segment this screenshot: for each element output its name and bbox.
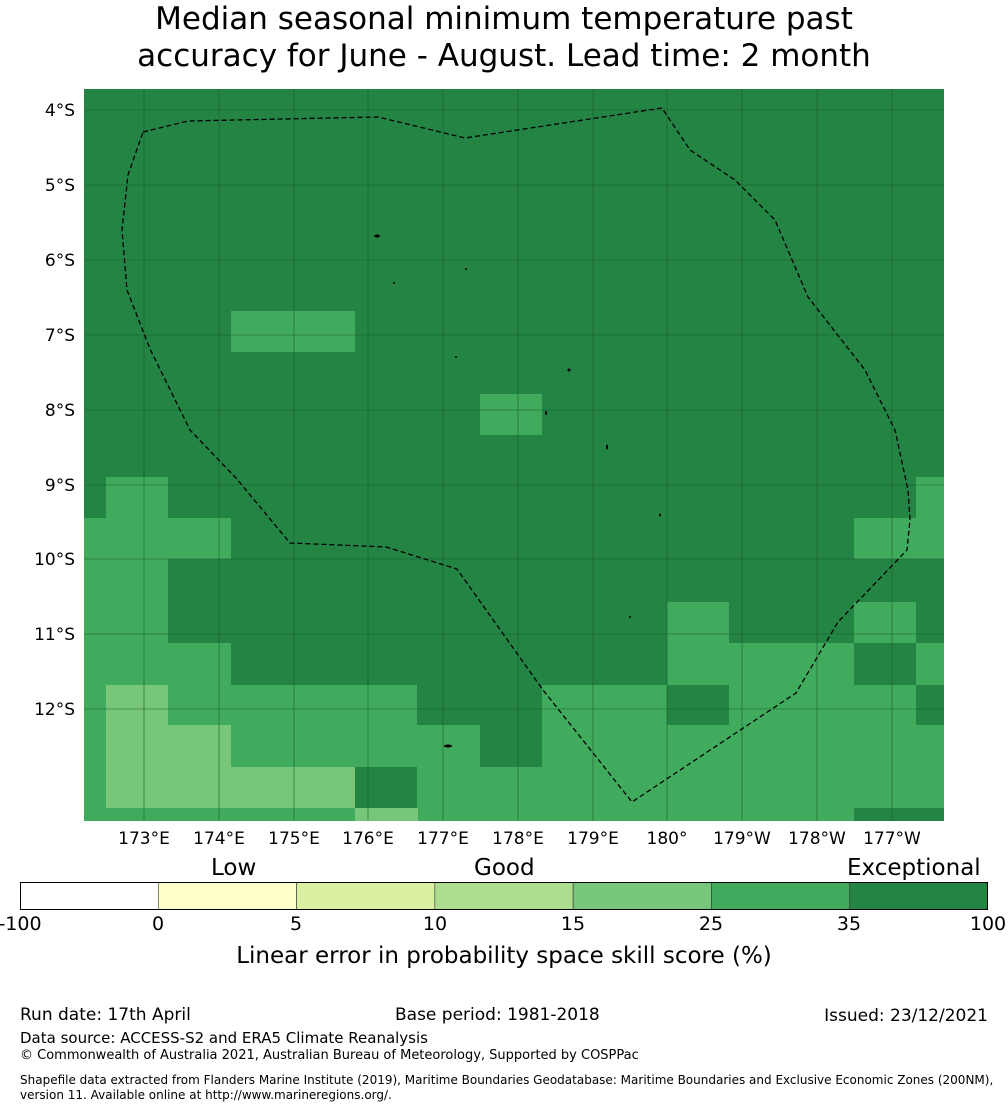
lon-label: 178°W: [788, 829, 846, 849]
cell-very-good: [168, 643, 231, 685]
island: [393, 282, 395, 284]
cell-very-good: [480, 394, 542, 435]
colorbar-tick-10: 10: [422, 913, 448, 935]
map-title-line-2: accuracy for June - August. Lead time: 2…: [137, 38, 871, 74]
colorbar-tick-0: 0: [151, 913, 165, 935]
cell-very-good: [729, 685, 916, 725]
eez-boundary: [121, 107, 911, 803]
base-period: Base period: 1981-2018: [395, 1005, 600, 1025]
colorbar-tick-15: 15: [560, 913, 586, 935]
colorbar-label: Linear error in probability space skill …: [236, 943, 772, 969]
cell-very-good: [916, 643, 944, 685]
island: [659, 513, 661, 517]
cell-very-good: [84, 808, 355, 821]
colorbar-segment: [849, 882, 988, 910]
colorbar-segment: [711, 882, 851, 910]
cell-very-good: [854, 602, 916, 643]
colorbar-tick-35: 35: [836, 913, 862, 935]
map-title-line-1: Median seasonal minimum temperature past: [155, 1, 853, 37]
cell-good: [168, 725, 231, 808]
cell-good: [106, 685, 168, 808]
shapefile-credit-line-2: version 11. Available online at http://w…: [20, 1088, 392, 1102]
colorbar-tick-100: 100: [969, 913, 1007, 935]
run-date: Run date: 17th April: [20, 1005, 191, 1025]
skill-score-map: 4°S 5°S 6°S 7°S 8°S 9°S 10°S 11°S 12°S 173°E 174°…: [34, 89, 944, 849]
lon-label: 175°E: [268, 829, 320, 849]
legend-category-good: Good: [474, 855, 535, 881]
island: [545, 411, 547, 415]
lon-label: 179°E: [567, 829, 619, 849]
cell-good: [355, 808, 418, 821]
lat-label: 8°S: [45, 401, 75, 421]
cell-very-good: [916, 725, 944, 808]
island: [606, 444, 608, 450]
lon-label: 176°E: [342, 829, 394, 849]
island: [629, 616, 631, 618]
colorbar-segment: [157, 882, 297, 910]
cell-very-good: [854, 518, 916, 559]
data-source: Data source: ACCESS-S2 and ERA5 Climate …: [20, 1029, 428, 1047]
cell-very-good: [231, 725, 417, 767]
legend-category-low: Low: [211, 855, 257, 881]
latitude-labels: 4°S 5°S 6°S 7°S 8°S 9°S 10°S 11°S 12°S: [34, 101, 75, 720]
cell-very-good: [84, 518, 231, 559]
lat-label: 10°S: [34, 550, 75, 570]
lat-label: 11°S: [34, 625, 75, 645]
island: [567, 368, 571, 372]
cell-very-good: [542, 685, 667, 821]
lon-label: 179°W: [713, 829, 771, 849]
lat-label: 12°S: [34, 700, 75, 720]
island: [374, 234, 380, 238]
cell-very-good: [667, 725, 916, 808]
lon-label: 173°E: [118, 829, 170, 849]
lon-label: 180°: [647, 829, 688, 849]
longitude-labels: 173°E 174°E 175°E 176°E 177°E 178°E 179°E 180° 1…: [118, 829, 921, 849]
lon-label: 177°E: [417, 829, 469, 849]
island: [455, 356, 457, 358]
island: [465, 268, 467, 270]
island: [444, 744, 452, 748]
islands: [374, 234, 661, 748]
legend-category-exceptional: Exceptional: [847, 855, 981, 881]
cell-very-good: [729, 643, 854, 685]
cell-very-good: [84, 559, 168, 685]
skill-cells: [84, 89, 944, 821]
lat-label: 7°S: [45, 326, 75, 346]
colorbar-segment: [572, 882, 712, 910]
issued-date: Issued: 23/12/2021: [824, 1006, 988, 1026]
colorbar-segment: [296, 882, 436, 910]
colorbar-tick-5: 5: [289, 913, 303, 935]
cell-very-good: [667, 602, 729, 685]
lat-label: 4°S: [45, 101, 75, 121]
lat-label: 5°S: [45, 176, 75, 196]
cell-very-good: [418, 808, 854, 821]
colorbar-tick-minus100: -100: [0, 913, 42, 935]
cell-good: [231, 767, 355, 808]
colorbar-segment: [434, 882, 574, 910]
cell-very-good: [231, 311, 355, 352]
lat-label: 6°S: [45, 251, 75, 271]
cell-very-good: [916, 477, 944, 559]
cell-very-good: [417, 725, 480, 821]
copyright: © Commonwealth of Australia 2021, Austra…: [20, 1048, 639, 1063]
colorbar-tick-25: 25: [698, 913, 724, 935]
lon-label: 178°E: [492, 829, 544, 849]
colorbar: [20, 882, 988, 910]
shapefile-credit-line-1: Shapefile data extracted from Flanders M…: [20, 1073, 994, 1087]
lon-label: 174°E: [193, 829, 245, 849]
cell-very-good: [84, 685, 106, 808]
cell-very-good: [106, 477, 168, 518]
lat-label: 9°S: [45, 476, 75, 496]
colorbar-segment: [20, 882, 159, 910]
lon-label: 177°W: [863, 829, 921, 849]
graticule: [84, 89, 944, 821]
cell-very-good: [168, 685, 417, 725]
